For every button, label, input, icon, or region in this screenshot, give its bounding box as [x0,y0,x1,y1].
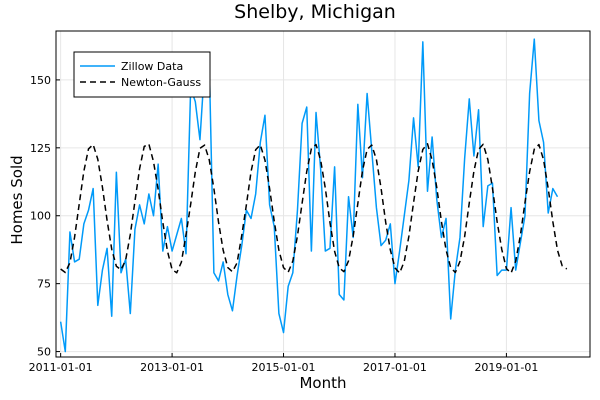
x-tick-label: 2011-01-01 [29,361,93,374]
plot-frame [55,30,591,358]
x-tick-label: 2015-01-01 [252,361,316,374]
y-tick-label: 75 [37,278,51,291]
legend-box [73,51,211,98]
y-tick-label: 150 [30,74,51,87]
series-newton-gauss [60,142,568,274]
y-tick-label: 50 [37,346,51,359]
series-zillow-data [59,38,559,353]
legend-label-newton-gauss: Newton-Gauss [121,76,201,89]
x-tick-label: 2013-01-01 [140,361,204,374]
axis-ticks: 2011-01-01 2013-01-01 2015-01-01 2017-01-01… [29,74,539,374]
chart-title: Shelby, Michigan [234,1,396,23]
y-tick-label: 125 [30,142,51,155]
x-tick-label: 2017-01-01 [363,361,427,374]
y-tick-label: 100 [30,210,51,223]
y-axis-label: Homes Sold [8,155,26,244]
series-group [59,38,568,353]
legend: Zillow Data Newton-Gauss [73,51,211,98]
x-tick-label: 2019-01-01 [474,361,538,374]
x-axis-label: Month [299,374,346,392]
legend-label-zillow: Zillow Data [121,60,183,73]
